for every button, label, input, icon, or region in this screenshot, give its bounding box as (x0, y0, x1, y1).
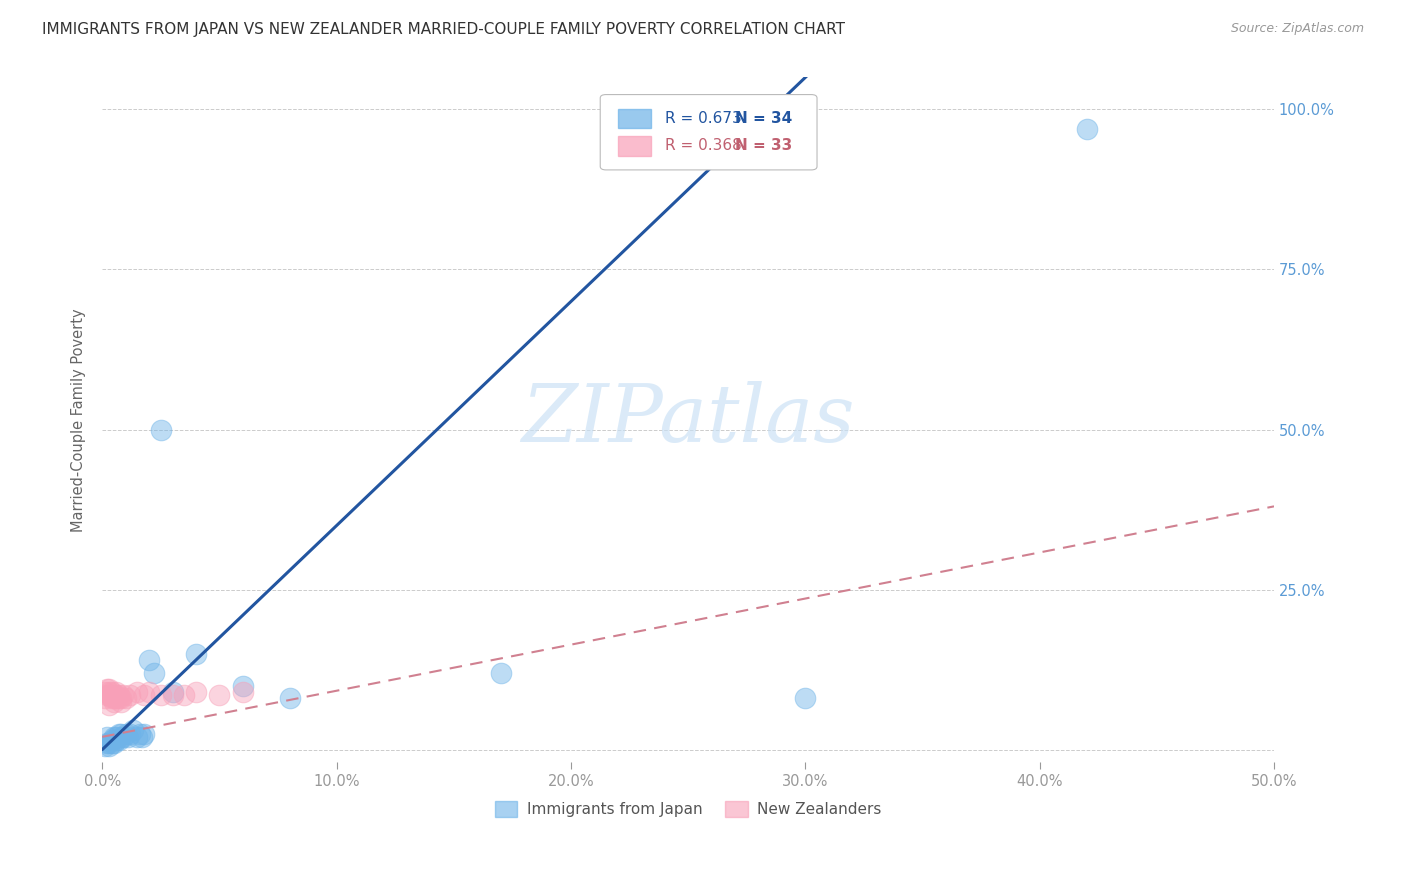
Point (96, 688, 118, 702)
Point (93, 685, 115, 699)
Point (128, 726, 150, 740)
Point (96, 736, 118, 750)
Point (98, 688, 121, 702)
Point (794, 691, 817, 706)
Point (138, 653, 160, 667)
Point (103, 695, 125, 709)
Text: ZIPatlas: ZIPatlas (522, 381, 855, 458)
Point (100, 691, 122, 706)
Point (162, 685, 184, 699)
Point (489, 665, 512, 680)
Point (120, 688, 142, 702)
Point (112, 730, 135, 744)
Point (103, 730, 125, 744)
Point (173, 688, 195, 702)
Point (112, 688, 135, 702)
Point (100, 733, 122, 747)
Point (149, 688, 172, 702)
Point (114, 691, 136, 706)
Point (134, 726, 156, 740)
Point (105, 733, 128, 747)
Point (184, 685, 207, 699)
Point (98, 681, 121, 696)
FancyBboxPatch shape (617, 109, 651, 128)
Text: R = 0.368: R = 0.368 (665, 138, 741, 153)
FancyBboxPatch shape (617, 136, 651, 155)
Point (93, 739, 115, 754)
Point (107, 733, 129, 747)
Point (162, 688, 184, 702)
Text: IMMIGRANTS FROM JAPAN VS NEW ZEALANDER MARRIED-COUPLE FAMILY POVERTY CORRELATION: IMMIGRANTS FROM JAPAN VS NEW ZEALANDER M… (42, 22, 845, 37)
Point (127, 730, 149, 744)
Point (105, 685, 128, 699)
Point (96, 730, 118, 744)
Point (103, 691, 125, 706)
Point (184, 647, 207, 661)
Point (100, 736, 122, 750)
Point (127, 685, 149, 699)
Point (107, 726, 129, 740)
Point (232, 685, 254, 699)
Text: N = 34: N = 34 (735, 111, 792, 126)
Text: R = 0.673: R = 0.673 (665, 111, 741, 126)
Point (110, 691, 132, 706)
Y-axis label: Married-Couple Family Poverty: Married-Couple Family Poverty (72, 308, 86, 532)
Point (131, 730, 153, 744)
Text: N = 33: N = 33 (735, 138, 792, 153)
Point (142, 665, 165, 680)
Point (232, 679, 254, 693)
Point (103, 688, 125, 702)
Point (107, 688, 129, 702)
Point (110, 730, 132, 744)
Point (110, 726, 132, 740)
Point (98, 685, 121, 699)
Point (114, 726, 136, 740)
Point (120, 726, 142, 740)
FancyBboxPatch shape (600, 95, 817, 169)
Point (117, 730, 139, 744)
Point (100, 688, 122, 702)
Point (96, 681, 118, 696)
Point (98, 739, 121, 754)
Point (107, 691, 129, 706)
Point (105, 688, 128, 702)
Point (98, 698, 121, 712)
Point (134, 688, 156, 702)
Point (110, 695, 132, 709)
Point (100, 685, 122, 699)
Legend: Immigrants from Japan, New Zealanders: Immigrants from Japan, New Zealanders (488, 795, 887, 823)
Point (278, 691, 301, 706)
Point (93, 691, 115, 706)
Point (103, 736, 125, 750)
Point (121, 723, 143, 738)
Point (98, 736, 121, 750)
Point (105, 730, 128, 744)
Point (208, 688, 231, 702)
Point (105, 691, 128, 706)
Point (149, 423, 172, 437)
Text: Source: ZipAtlas.com: Source: ZipAtlas.com (1230, 22, 1364, 36)
Point (138, 685, 160, 699)
Point (1076, 121, 1098, 136)
